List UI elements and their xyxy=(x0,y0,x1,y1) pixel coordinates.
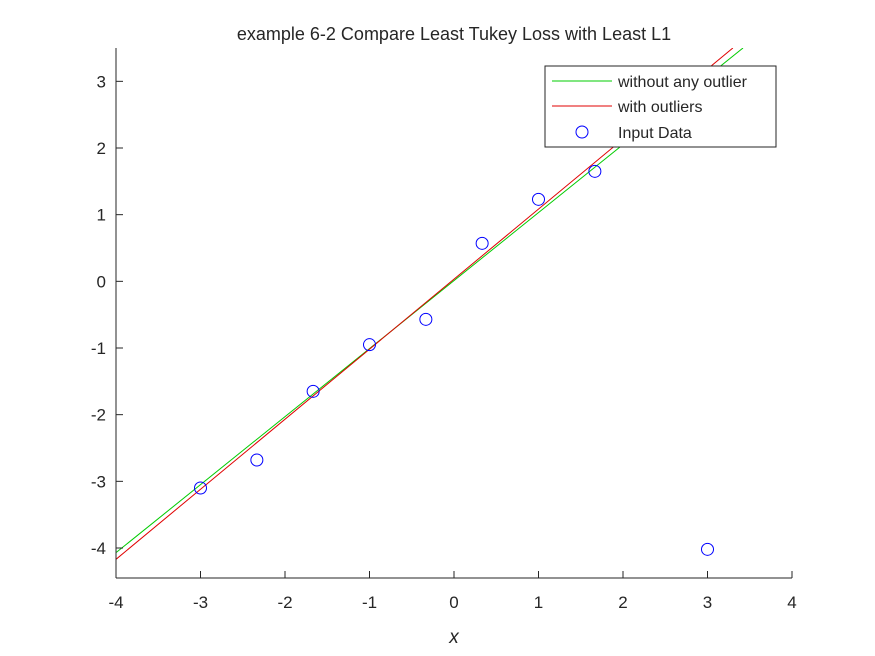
y-tick-label: -1 xyxy=(91,339,106,358)
data-point xyxy=(363,338,376,352)
data-point xyxy=(475,236,489,250)
x-tick-label: 2 xyxy=(618,593,627,612)
data-point xyxy=(588,164,602,178)
legend-label-input-data: Input Data xyxy=(618,125,692,142)
chart-title: example 6-2 Compare Least Tukey Loss wit… xyxy=(237,24,671,44)
x-ticks: -4 -3 -2 -1 0 1 2 3 4 xyxy=(108,571,797,612)
x-tick-label: 1 xyxy=(534,593,543,612)
y-tick-label: 3 xyxy=(97,72,106,91)
y-ticks: -4 -3 -2 -1 0 1 2 3 xyxy=(91,72,123,558)
data-point xyxy=(532,192,545,206)
legend-label-without-outlier: without any outlier xyxy=(617,74,748,91)
legend: without any outlier with outliers Input … xyxy=(544,65,777,148)
y-tick-label: 2 xyxy=(97,139,106,158)
x-tick-label: 4 xyxy=(787,593,796,612)
y-tick-label: -4 xyxy=(91,539,106,558)
x-axis-label: x xyxy=(448,627,460,648)
y-tick-label: -3 xyxy=(91,472,106,491)
data-point xyxy=(306,384,320,398)
legend-label-with-outliers: with outliers xyxy=(617,99,702,116)
x-tick-label: -1 xyxy=(362,593,377,612)
data-point xyxy=(419,312,433,326)
legend-swatch-input-data xyxy=(575,125,589,139)
x-tick-label: 0 xyxy=(449,593,458,612)
x-tick-label: -3 xyxy=(193,593,208,612)
x-tick-label: -2 xyxy=(277,593,292,612)
x-tick-label: 3 xyxy=(703,593,712,612)
y-tick-label: -2 xyxy=(91,406,106,425)
data-point xyxy=(194,481,207,495)
y-tick-label: 1 xyxy=(97,206,106,225)
y-tick-label: 0 xyxy=(97,272,106,291)
data-point xyxy=(250,453,264,467)
x-tick-label: -4 xyxy=(108,593,123,612)
data-point xyxy=(701,542,714,556)
